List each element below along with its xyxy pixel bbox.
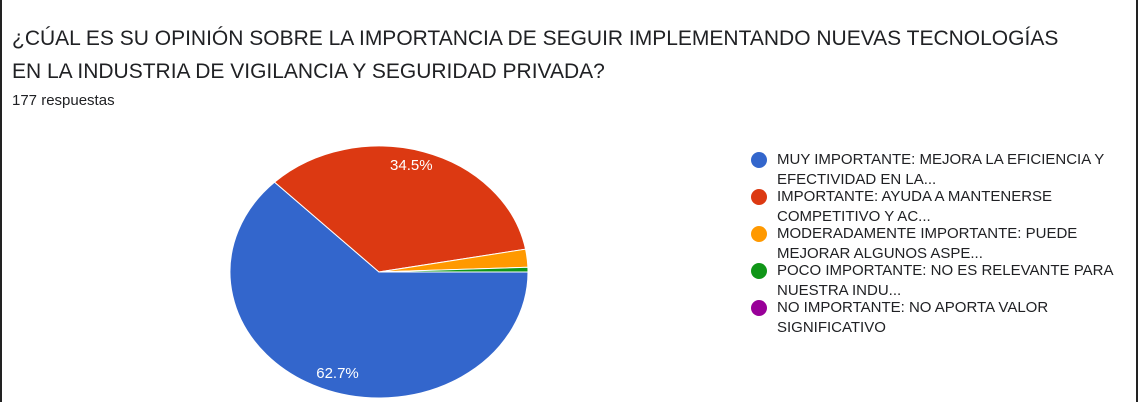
legend-marker (751, 152, 767, 168)
legend-label: MODERADAMENTE IMPORTANTE: PUEDE MEJORAR … (777, 225, 1078, 262)
legend-label: POCO IMPORTANTE: NO ES RELEVANTE PARA NU… (777, 262, 1113, 299)
legend-label: NO IMPORTANTE: NO APORTA VALOR SIGNIFICA… (777, 299, 1049, 336)
legend-marker (751, 189, 767, 205)
legend-label: IMPORTANTE: AYUDA A MANTENERSE COMPETITI… (777, 188, 1053, 225)
chart-title: ¿CÚAL ES SU OPINIÓN SOBRE LA IMPORTANCIA… (12, 27, 1059, 83)
legend-marker (751, 300, 767, 316)
chart-subtitle: 177 respuestas (12, 92, 115, 109)
pie-slice (273, 145, 527, 273)
legend-label: MUY IMPORTANTE: MEJORA LA EFICIENCIA Y E… (777, 151, 1105, 188)
pie-slice (229, 181, 529, 399)
data-label: 34.5% (390, 157, 433, 174)
legend-marker (751, 226, 767, 242)
legend-marker (751, 263, 767, 279)
data-label: 62.7% (316, 365, 359, 382)
